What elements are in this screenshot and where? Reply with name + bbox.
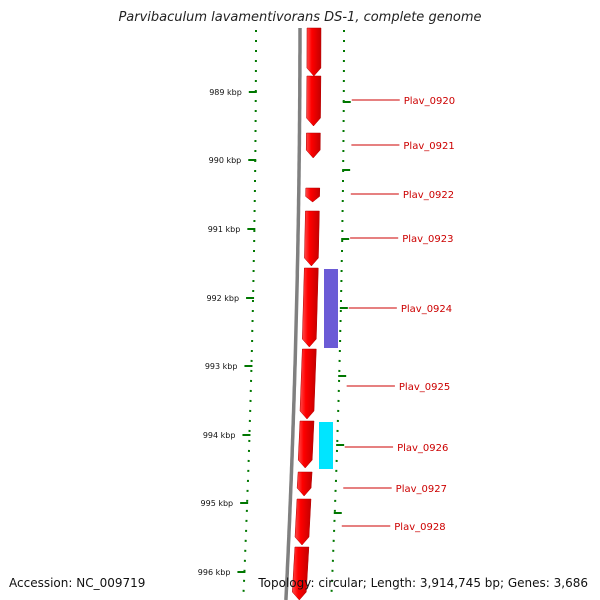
tick-label: 994 kbp [203, 431, 236, 440]
gene-label: Plav_0923 [402, 234, 453, 245]
gene-arrow [304, 210, 320, 267]
gene-arrow [296, 471, 313, 497]
feature-box-purple [324, 269, 338, 348]
accession-label: Accession: NC_009719 [9, 576, 146, 590]
gene-arrow [302, 267, 319, 348]
gene-arrow [305, 187, 321, 203]
gene-label: Plav_0921 [403, 141, 454, 152]
tick-label: 996 kbp [198, 568, 231, 577]
gene-label: Plav_0924 [401, 304, 452, 315]
feature-box-cyan [319, 422, 333, 469]
gene-arrow [292, 546, 310, 600]
gene-label: Plav_0926 [397, 443, 448, 454]
gene-label: Plav_0927 [396, 484, 447, 495]
gene-arrow [297, 420, 315, 469]
gene-arrow [305, 132, 321, 159]
guide-line-right [330, 30, 345, 595]
tick-label: 991 kbp [208, 225, 241, 234]
tick-label: 995 kbp [201, 499, 234, 508]
backbone-line [284, 28, 302, 600]
gene-arrow [306, 75, 322, 127]
gene-label: Plav_0925 [399, 382, 450, 393]
map-title: Parvibaculum lavamentivorans DS-1, compl… [118, 10, 482, 25]
gene-arrow [306, 27, 322, 77]
tick-label: 990 kbp [209, 156, 242, 165]
guide-line-left [242, 30, 257, 595]
tick-label: 989 kbp [209, 88, 242, 97]
gene-label: Plav_0922 [403, 190, 454, 201]
tick-label: 992 kbp [206, 294, 239, 303]
gene-label: Plav_0928 [394, 522, 445, 533]
gene-arrow [299, 348, 317, 420]
tick-label: 993 kbp [205, 362, 238, 371]
topology-label: Topology: circular; Length: 3,914,745 bp… [258, 576, 588, 590]
gene-arrow [294, 498, 312, 546]
gene-label: Plav_0920 [404, 96, 455, 107]
